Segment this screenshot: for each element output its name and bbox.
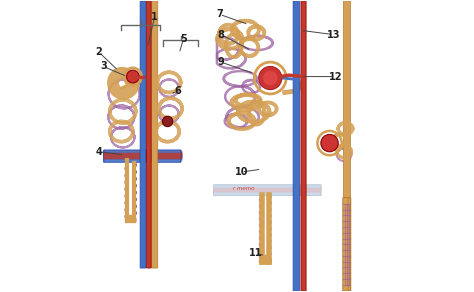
FancyBboxPatch shape bbox=[343, 198, 348, 291]
Text: 13: 13 bbox=[327, 30, 341, 40]
FancyBboxPatch shape bbox=[151, 1, 158, 268]
Circle shape bbox=[259, 67, 282, 90]
FancyBboxPatch shape bbox=[344, 1, 350, 291]
Text: 2: 2 bbox=[95, 47, 102, 57]
Text: 10: 10 bbox=[235, 167, 248, 177]
Text: 8: 8 bbox=[218, 30, 225, 40]
FancyBboxPatch shape bbox=[214, 188, 321, 192]
Text: 1: 1 bbox=[151, 12, 158, 22]
FancyBboxPatch shape bbox=[293, 1, 300, 291]
Circle shape bbox=[163, 116, 173, 127]
Circle shape bbox=[321, 134, 338, 152]
Text: 6: 6 bbox=[174, 86, 181, 96]
FancyBboxPatch shape bbox=[104, 152, 182, 159]
FancyBboxPatch shape bbox=[104, 151, 182, 158]
Text: 12: 12 bbox=[328, 72, 342, 81]
Text: 4: 4 bbox=[95, 147, 102, 157]
FancyBboxPatch shape bbox=[140, 1, 146, 268]
FancyBboxPatch shape bbox=[104, 153, 181, 159]
Text: 5: 5 bbox=[180, 34, 187, 44]
Text: 3: 3 bbox=[100, 61, 107, 72]
FancyBboxPatch shape bbox=[104, 153, 182, 160]
Text: r memo: r memo bbox=[234, 186, 255, 191]
FancyBboxPatch shape bbox=[104, 150, 181, 162]
FancyBboxPatch shape bbox=[301, 1, 306, 291]
FancyBboxPatch shape bbox=[343, 198, 351, 291]
Text: 7: 7 bbox=[216, 9, 223, 19]
Circle shape bbox=[263, 71, 277, 85]
FancyBboxPatch shape bbox=[104, 154, 182, 161]
Circle shape bbox=[127, 70, 139, 83]
FancyBboxPatch shape bbox=[214, 185, 321, 195]
FancyBboxPatch shape bbox=[146, 1, 151, 268]
Text: 9: 9 bbox=[218, 57, 225, 67]
Text: 11: 11 bbox=[249, 248, 263, 258]
